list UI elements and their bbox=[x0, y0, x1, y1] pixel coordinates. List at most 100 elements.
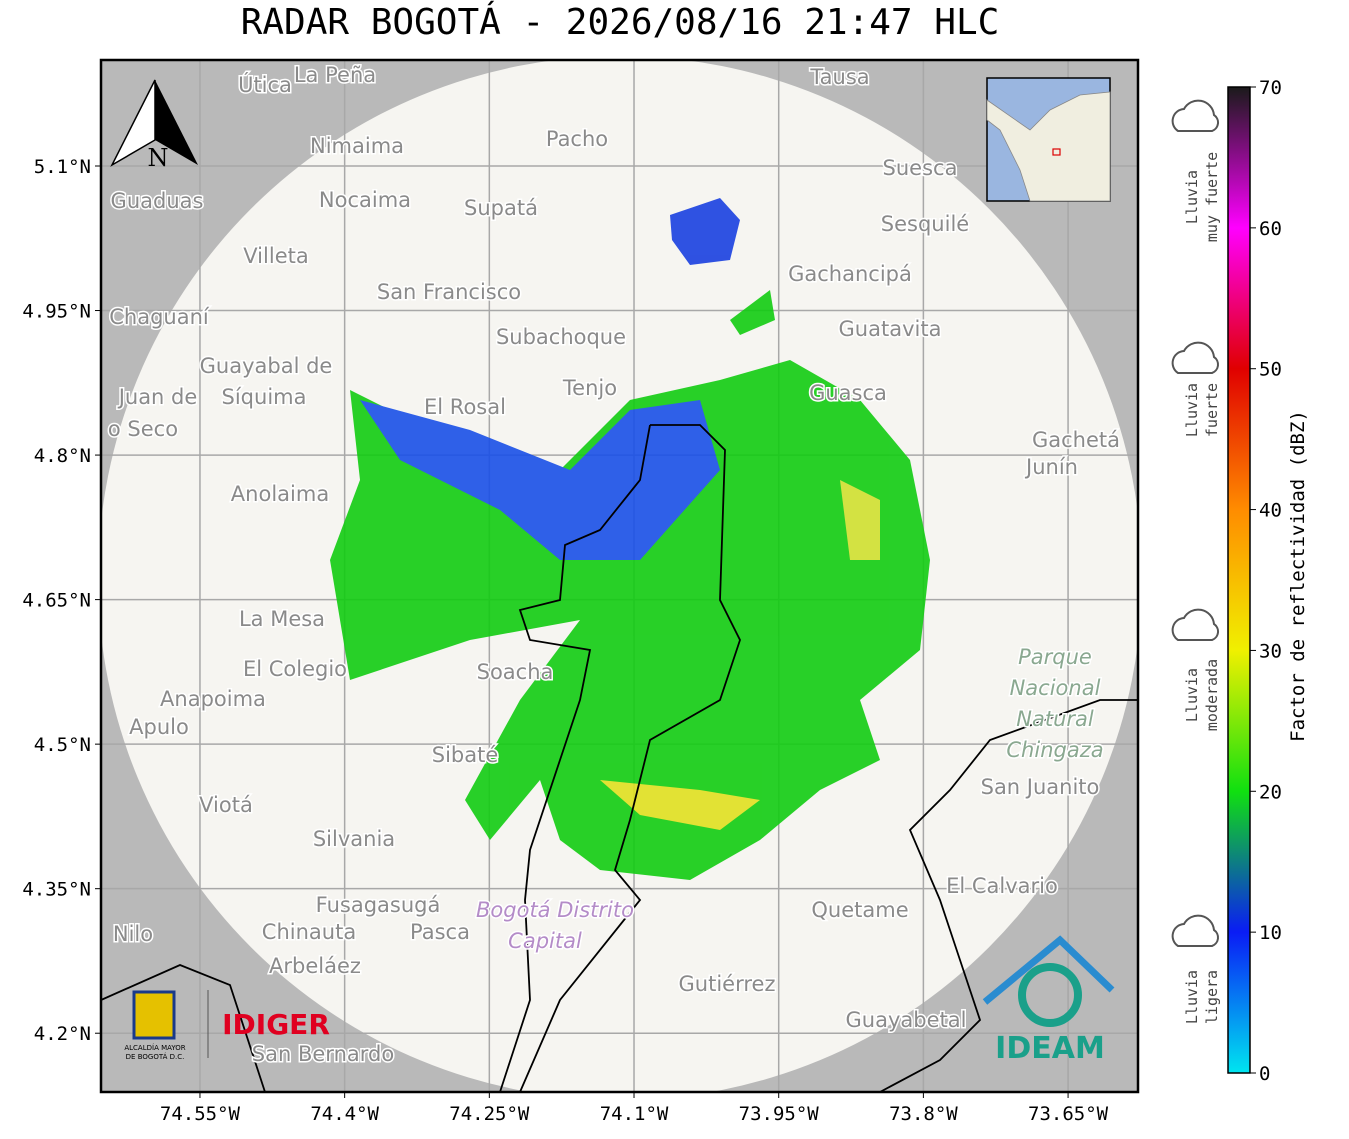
map: N ALCALDÍA MAYOR DE BOGOTÁ D.C. IDIGER I… bbox=[101, 60, 1138, 1092]
title: RADAR BOGOTÁ - 2026/08/16 21:47 HLC bbox=[241, 1, 1000, 43]
rain-icon bbox=[1171, 99, 1219, 132]
place-label: Quetame bbox=[811, 898, 908, 922]
place-label: Gutiérrez bbox=[679, 972, 776, 996]
map-frame bbox=[99, 58, 1140, 1094]
echo-yellow bbox=[600, 780, 760, 830]
y-tick-label: 4.2°N bbox=[34, 1023, 91, 1045]
place-label: Chaguaní bbox=[109, 305, 210, 329]
place-label: Nimaima bbox=[310, 134, 404, 158]
place-label: Pacho bbox=[546, 127, 608, 151]
place-label: Guaduas bbox=[111, 189, 204, 213]
place-label: San Francisco bbox=[377, 280, 521, 304]
alcaldia-text: ALCALDÍA MAYOR bbox=[124, 1043, 185, 1052]
inset-map bbox=[986, 77, 1111, 202]
place-label: Sesquilé bbox=[881, 212, 969, 236]
colorbar-tick-label: 50 bbox=[1259, 359, 1282, 381]
rain-class-label: Lluvia bbox=[1183, 668, 1201, 722]
place-label: Chinauta bbox=[262, 920, 356, 944]
place-label: Gachetá bbox=[1032, 428, 1120, 452]
place-label: Pasca bbox=[410, 920, 470, 944]
place-label: Apulo bbox=[129, 715, 189, 739]
place-label: Soacha bbox=[477, 660, 554, 684]
rain-icon bbox=[1171, 914, 1219, 947]
place-label: Sibaté bbox=[432, 743, 499, 767]
logos: ALCALDÍA MAYOR DE BOGOTÁ D.C. IDIGER IDE… bbox=[124, 935, 1115, 1066]
place-label: Guatavita bbox=[839, 317, 942, 341]
ideam-logo: IDEAM bbox=[995, 1031, 1105, 1066]
place-label: La Mesa bbox=[239, 607, 325, 631]
ideam-roof bbox=[982, 935, 1115, 1005]
idiger-logo: IDIGER bbox=[222, 1008, 330, 1041]
y-tick-label: 4.95°N bbox=[22, 301, 91, 323]
radar-echoes bbox=[330, 198, 930, 880]
x-tick-label: 73.95°W bbox=[739, 1103, 820, 1125]
echo-blue bbox=[360, 400, 720, 560]
north-arrow: N bbox=[110, 79, 198, 172]
place-label: Síquima bbox=[222, 385, 307, 409]
place-label: Guayabetal bbox=[846, 1008, 967, 1032]
place-label: Supatá bbox=[464, 196, 538, 220]
place-label: Guayabal de bbox=[200, 354, 333, 378]
place-label: o Seco bbox=[108, 417, 178, 441]
colorbar-tick-label: 60 bbox=[1259, 218, 1282, 240]
place-label: Junín bbox=[1024, 455, 1078, 479]
colorbar-tick-label: 30 bbox=[1259, 640, 1282, 662]
y-tick-label: 5.1°N bbox=[34, 156, 91, 178]
y-tick-label: 4.5°N bbox=[34, 734, 91, 756]
rain-class-label: moderada bbox=[1203, 659, 1221, 731]
axes: 74.55°W 74.4°W 74.25°W 74.1°W 73.95°W 73.8°W 7… bbox=[22, 156, 1108, 1125]
place-label: Juan de bbox=[117, 385, 198, 409]
colorbar-tick-label: 0 bbox=[1259, 1063, 1270, 1085]
place-label: Nocaima bbox=[319, 188, 411, 212]
alcaldia-text: DE BOGOTÁ D.C. bbox=[126, 1052, 185, 1061]
place-label: Anapoima bbox=[160, 687, 266, 711]
place-label: El Calvario bbox=[946, 874, 1058, 898]
place-label: El Colegio bbox=[243, 657, 347, 681]
place-label: Gachancipá bbox=[788, 262, 912, 286]
y-tick-label: 4.35°N bbox=[22, 879, 91, 901]
inset-land bbox=[986, 91, 1111, 202]
colorbar-tick-label: 20 bbox=[1259, 781, 1282, 803]
echo-yellow bbox=[840, 480, 880, 560]
x-tick-label: 73.65°W bbox=[1028, 1103, 1109, 1125]
place-label: San Juanito bbox=[981, 775, 1100, 799]
rain-class-label: ligera bbox=[1203, 970, 1221, 1024]
north-arrow-right bbox=[155, 80, 198, 165]
rain-class-label: fuerte bbox=[1203, 383, 1221, 437]
place-label: Arbeláez bbox=[269, 954, 361, 978]
inset-extent bbox=[1052, 148, 1061, 156]
colorbar-tick-label: 70 bbox=[1259, 77, 1282, 99]
y-tick-label: 4.65°N bbox=[22, 590, 91, 612]
place-label: San Bernardo bbox=[252, 1042, 394, 1066]
north-label: N bbox=[148, 144, 169, 172]
colorbar-tick-label: 40 bbox=[1259, 500, 1282, 522]
colorbar-label: Factor de reflectividad (dBZ) bbox=[1287, 410, 1309, 742]
place-label: Anolaima bbox=[231, 482, 329, 506]
boundary-line bbox=[879, 699, 1138, 1092]
ideam-swirl bbox=[1018, 963, 1082, 1027]
place-labels: Útica La Peña Tausa Nimaima Pacho Guaduas Noca… bbox=[106, 62, 1121, 1068]
echo-green bbox=[730, 290, 775, 335]
place-label: Silvania bbox=[313, 827, 395, 851]
rain-class-label: Lluvia bbox=[1183, 970, 1201, 1024]
place-label: Subachoque bbox=[496, 325, 626, 349]
place-label: Nilo bbox=[113, 922, 153, 946]
place-label: Capital bbox=[508, 929, 582, 953]
place-label: Natural bbox=[1016, 707, 1094, 731]
x-tick-label: 74.25°W bbox=[449, 1103, 530, 1125]
place-label: Fusagasugá bbox=[316, 893, 441, 917]
place-label: Parque bbox=[1018, 645, 1092, 669]
place-label: Bogotá Distrito bbox=[476, 898, 634, 922]
place-label: Chingaza bbox=[1006, 738, 1103, 762]
place-label: La Peña bbox=[294, 63, 376, 87]
y-tick-label: 4.8°N bbox=[34, 445, 91, 467]
x-tick-label: 74.4°W bbox=[310, 1103, 379, 1125]
x-tick-label: 73.8°W bbox=[889, 1103, 958, 1125]
place-label: El Rosal bbox=[424, 395, 506, 419]
boundaries bbox=[101, 424, 1138, 1092]
place-label: Tausa bbox=[809, 65, 869, 89]
alcaldia-shield bbox=[132, 990, 176, 1040]
boundary-line bbox=[101, 964, 266, 1092]
